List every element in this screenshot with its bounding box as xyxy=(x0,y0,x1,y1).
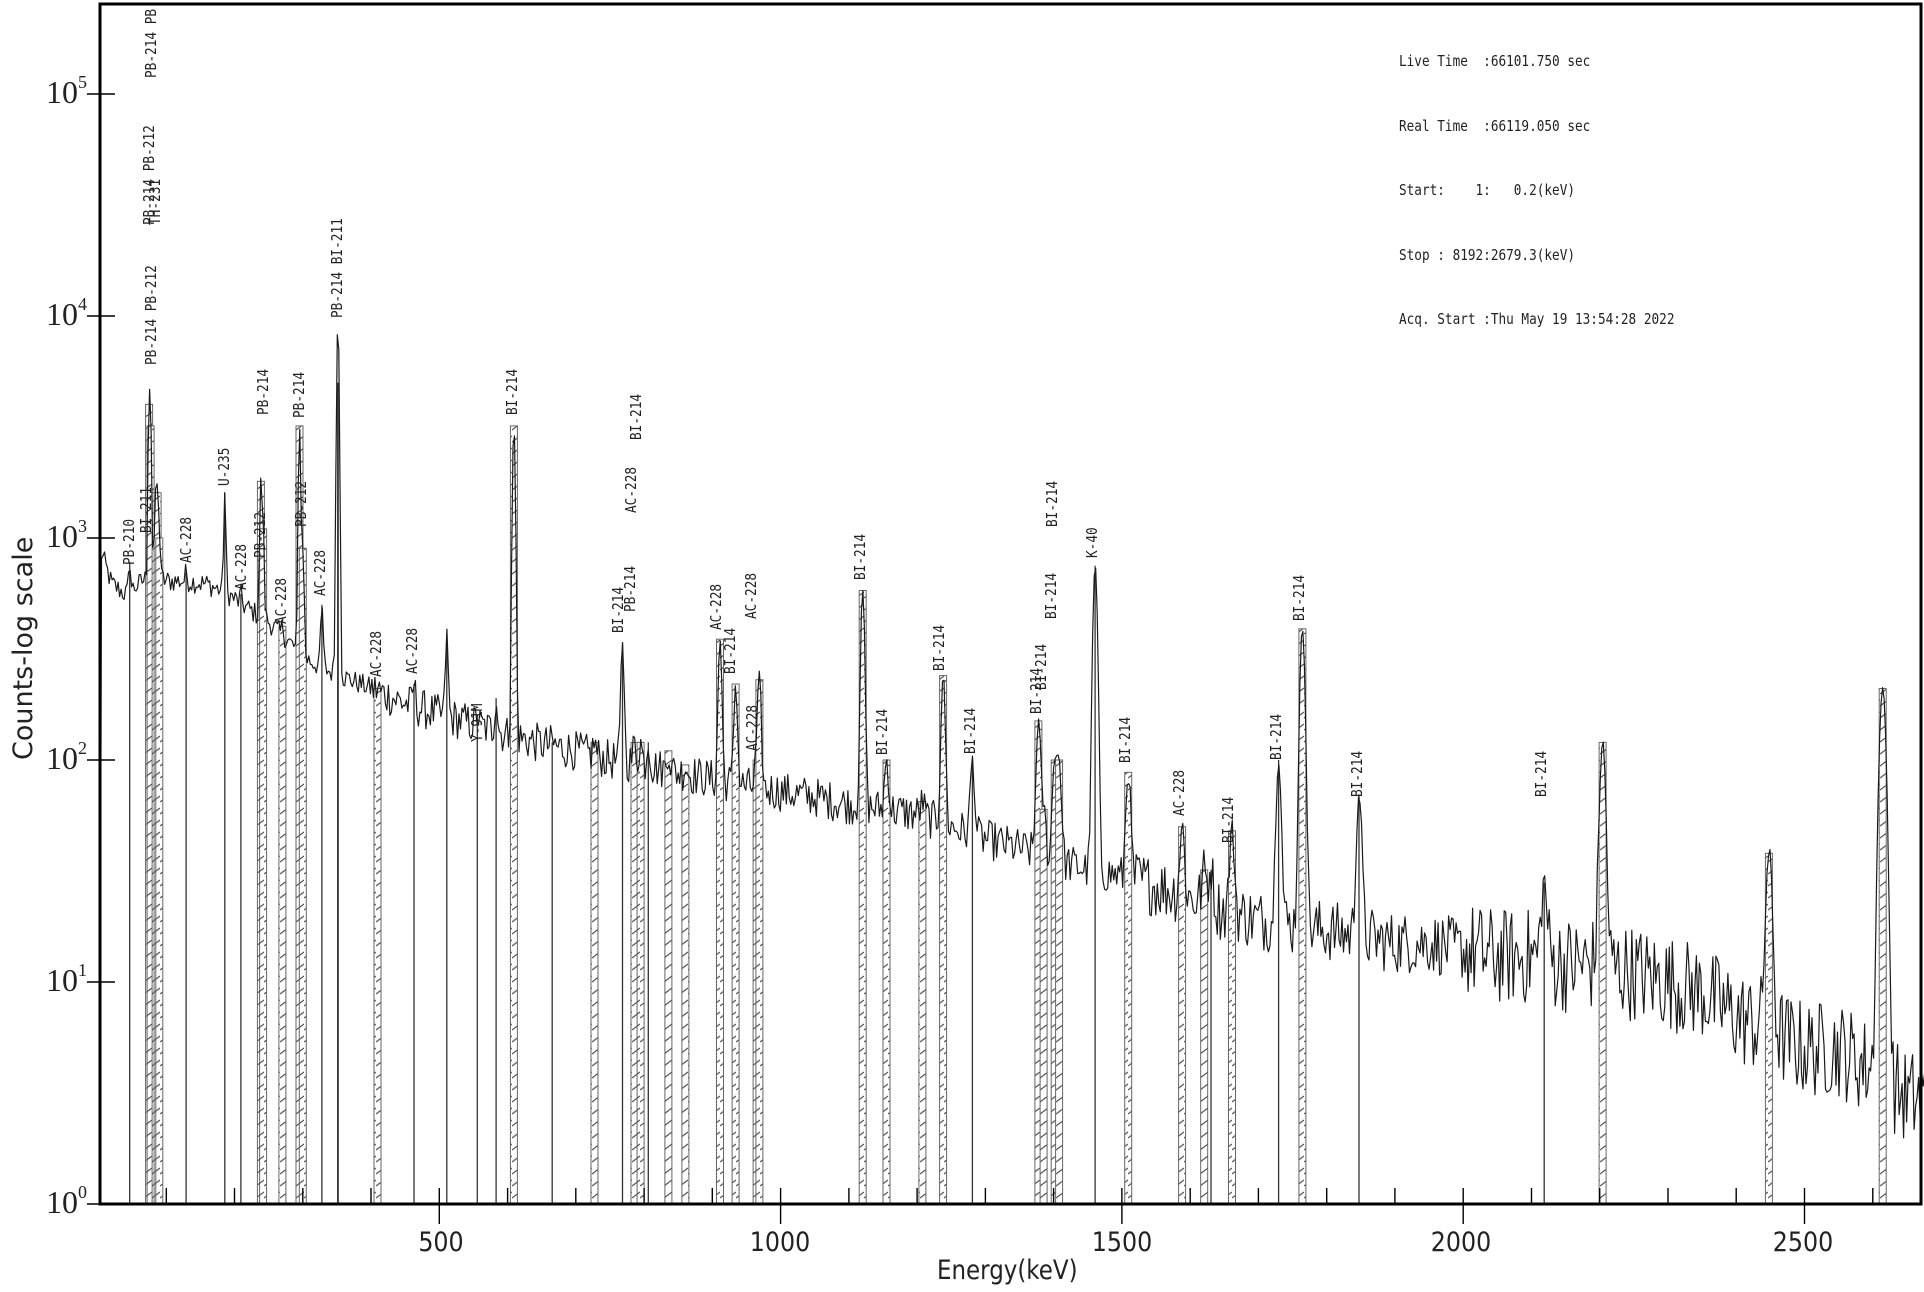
peak-label: BI-214 xyxy=(1032,643,1051,690)
spectrum-line xyxy=(99,334,1924,1205)
peak-label: BI-214 xyxy=(1290,574,1309,621)
axis-ticks xyxy=(87,93,1874,1224)
peak-label: BI-214 xyxy=(960,707,979,754)
peak-label: PB-214 PB xyxy=(141,8,160,79)
peak-label: AC-228 xyxy=(177,516,196,563)
peak-label: BI-214 xyxy=(626,393,645,440)
peak-label: PB-214 xyxy=(290,371,309,418)
y-tick-1e1: 101 xyxy=(46,960,87,998)
peak-label: AC-228 xyxy=(366,630,385,677)
peak-label: PB-214 xyxy=(621,565,640,612)
x-tick-2000: 2000 xyxy=(1430,1227,1492,1258)
y-tick-1e2: 102 xyxy=(46,738,87,776)
x-tick-500: 500 xyxy=(418,1227,464,1258)
peak-label: AC-228 xyxy=(310,549,329,596)
peak-label: BI-214 xyxy=(1041,572,1060,619)
x-axis-label: Energy(keV) xyxy=(937,1255,1078,1286)
peak-label: AC-228 xyxy=(742,704,761,751)
peak-label: BI-214 xyxy=(1532,750,1550,797)
peak-label: AC-228 xyxy=(741,572,760,619)
y-axis-label: Counts-log scale xyxy=(8,536,39,760)
peak-region-hatches xyxy=(129,382,1887,1205)
peak-label: BI-214 xyxy=(850,533,869,580)
y-tick-1e5: 105 xyxy=(46,72,87,110)
peak-label: BI-214 xyxy=(1267,713,1286,760)
y-tick-1e4: 104 xyxy=(46,294,87,332)
peak-label: BI-214 xyxy=(721,627,740,674)
plot-axes xyxy=(98,2,1923,1206)
peak-label: BI-214 xyxy=(1116,716,1135,763)
peak-label: PB-214 BI-211 xyxy=(327,218,346,318)
peak-label: BI-214 xyxy=(1348,750,1367,797)
acquisition-start: Acq. Start :Thu May 19 13:54:28 2022 xyxy=(1399,310,1675,328)
real-time: Real Time :66119.050 sec xyxy=(1399,116,1591,135)
peak-label: K-40 xyxy=(1082,527,1101,558)
x-tick-2500: 2500 xyxy=(1772,1227,1834,1258)
peak-label: U-235 xyxy=(215,447,234,486)
peak-label: PB-210 xyxy=(120,518,139,565)
x-tick-1000: 1000 xyxy=(749,1227,811,1258)
peak-label: PB-214 PB-212 xyxy=(141,265,160,365)
peak-label: AC-228 xyxy=(1169,769,1188,816)
peak-label: TH-231 xyxy=(146,178,165,225)
stop-channel: Stop : 8192:2679.3(keV) xyxy=(1399,245,1576,264)
peak-label: AC-228 xyxy=(403,627,421,674)
peak-label: BI-214 xyxy=(1219,796,1238,843)
peak-label: PB-214 xyxy=(254,368,273,415)
y-tick-1e0: 100 xyxy=(46,1182,87,1220)
peak-label: PB-212 xyxy=(291,480,310,527)
live-time: Live Time :66101.750 sec xyxy=(1399,52,1591,70)
peak-label: BI-214 xyxy=(873,708,892,755)
start-channel: Start: 1: 0.2(keV) xyxy=(1399,181,1576,199)
peak-label: AC-228 xyxy=(707,583,726,630)
peak-label: PB-212 xyxy=(250,511,269,558)
acquisition-info-box: Live Time :66101.750 sec Real Time :6611… xyxy=(1399,8,1674,352)
peak-label: BI-211 xyxy=(136,486,155,533)
peak-label: AC-228 xyxy=(271,577,290,624)
peak-label: BI-214 xyxy=(1043,480,1062,527)
peak-label: Y-91M xyxy=(467,703,486,742)
peak-label: AC-228 xyxy=(231,543,250,590)
peak-label: BI-214 xyxy=(502,368,521,415)
peak-label: AC-228 xyxy=(622,466,641,513)
y-tick-1e3: 103 xyxy=(46,516,87,554)
peak-label: BI-214 xyxy=(930,624,948,671)
x-tick-1500: 1500 xyxy=(1091,1227,1153,1258)
